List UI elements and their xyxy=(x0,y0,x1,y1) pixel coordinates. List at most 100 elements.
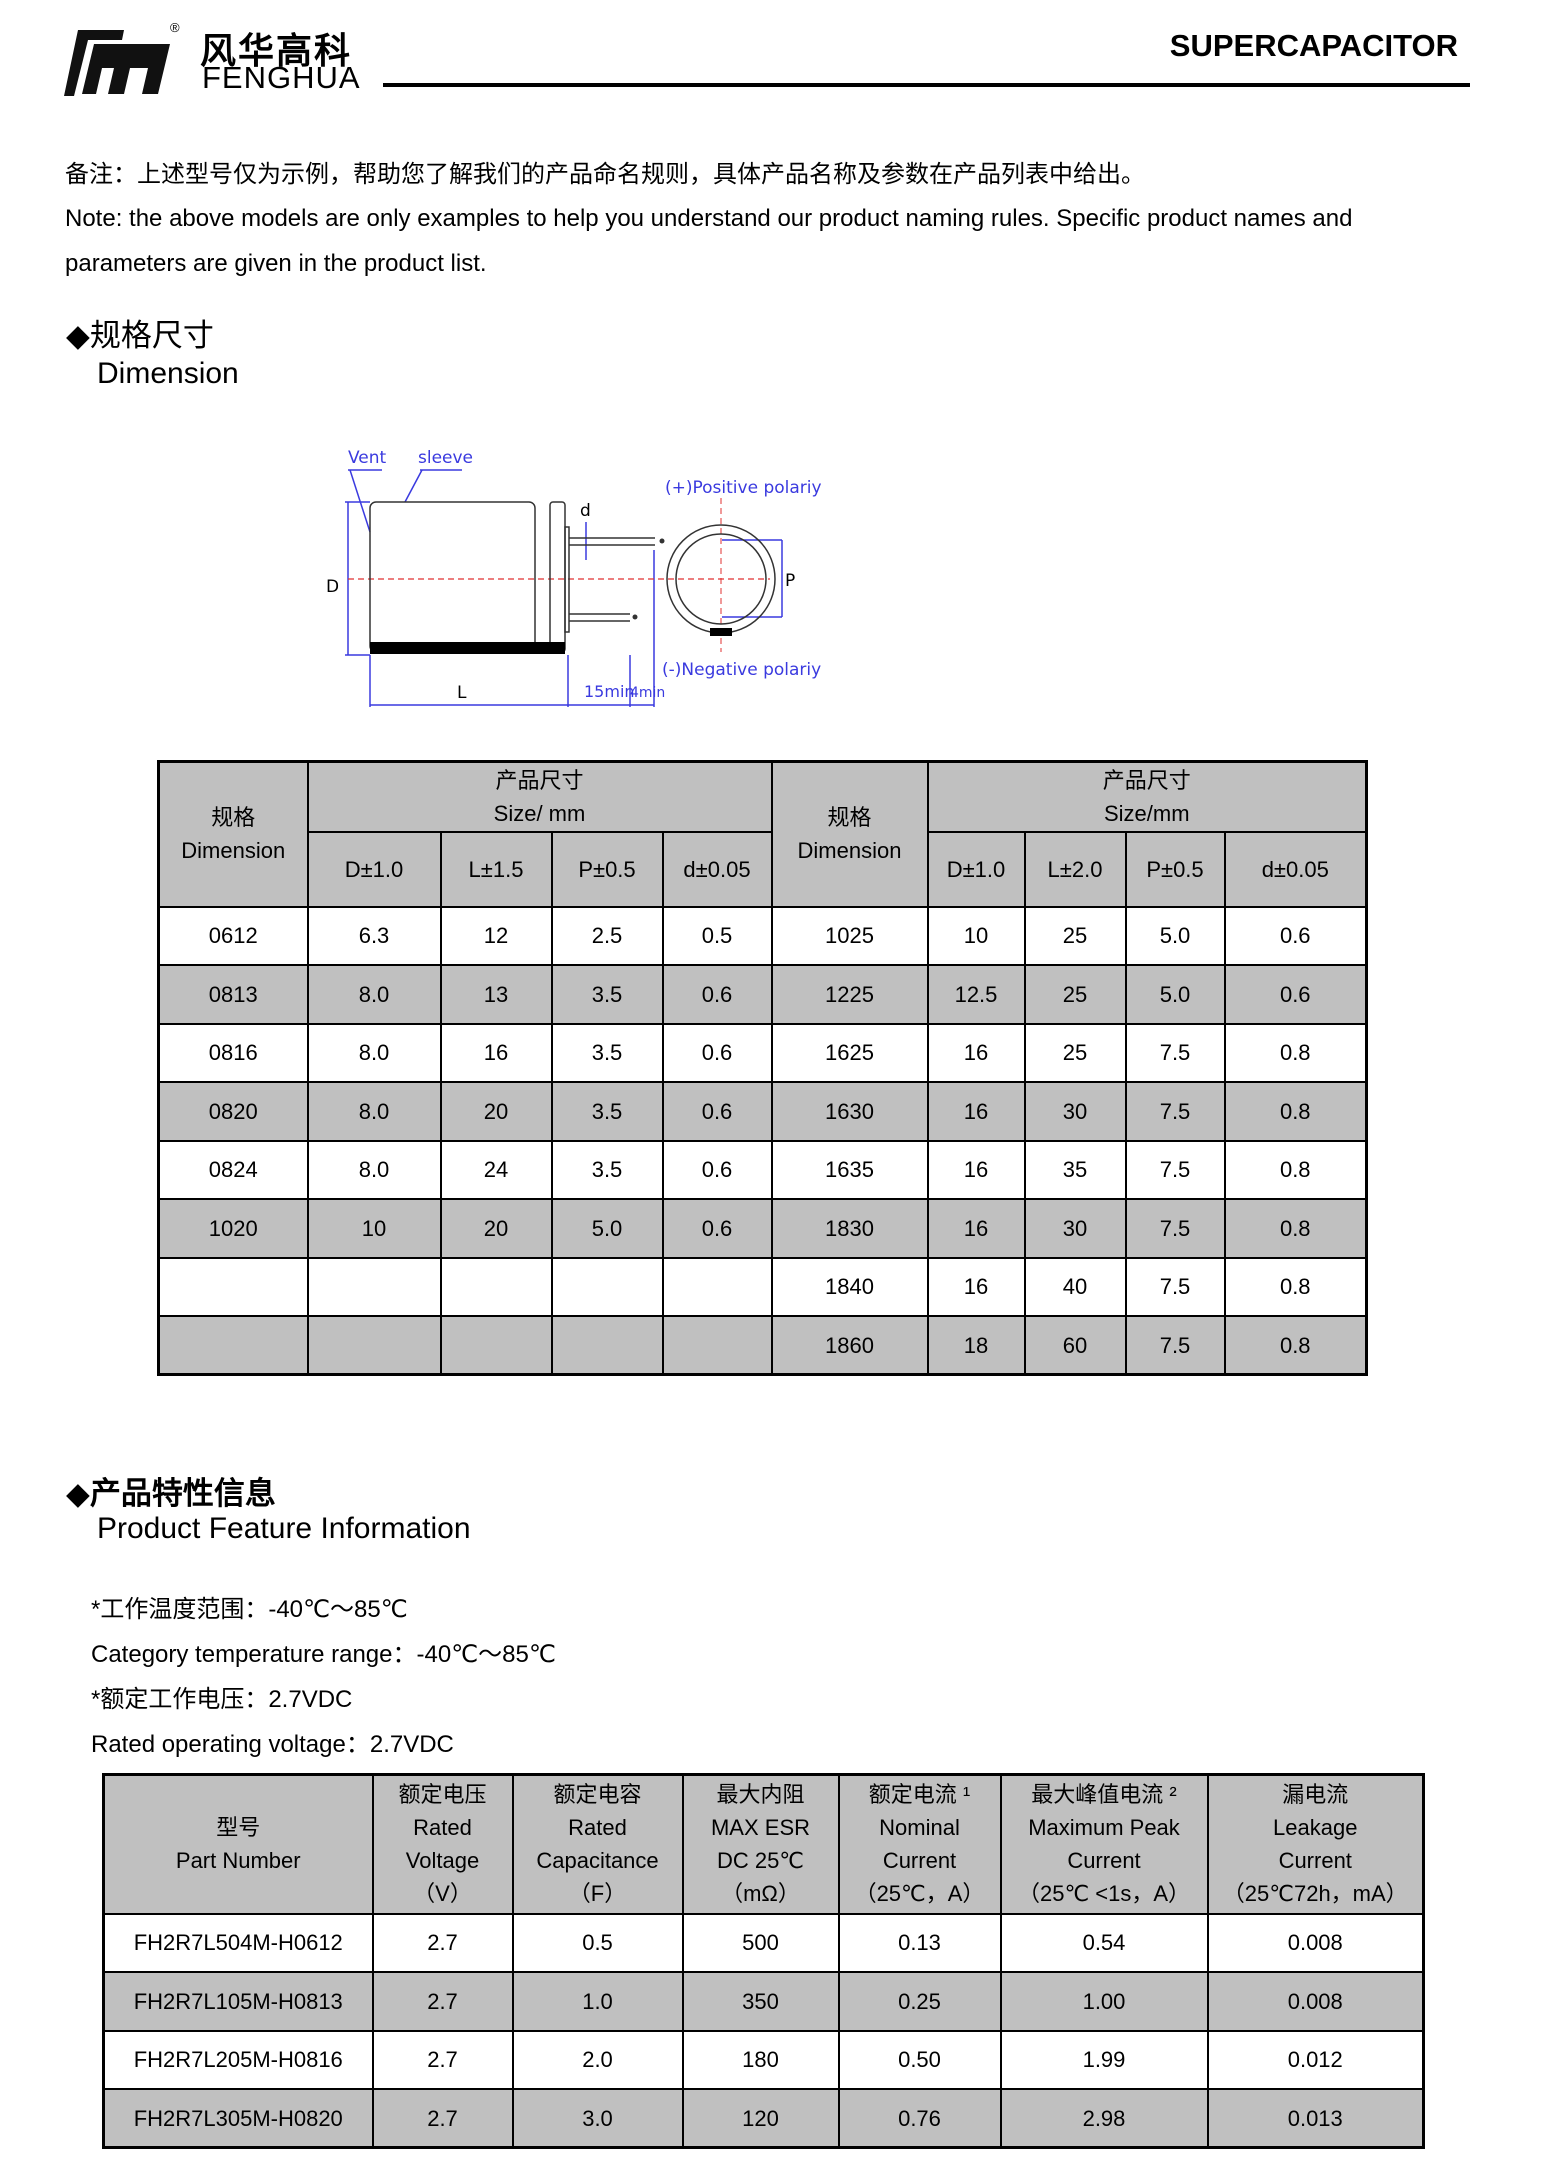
table-cell xyxy=(306,1256,442,1317)
note-en: Note: the above models are only examples… xyxy=(65,205,1353,277)
part-number-cell: FH2R7L205M-H0816 xyxy=(102,2029,374,2090)
col-header: D±1.0 xyxy=(926,830,1026,908)
table-cell: 120 xyxy=(681,2088,840,2149)
table-row: FH2R7L504M-H0612 2.7 0.5 500 0.13 0.54 0.008 xyxy=(102,1912,1425,1973)
table-cell: 500 xyxy=(681,1912,840,1973)
table-cell: 0.6 xyxy=(661,1022,773,1083)
table-cell: 2.7 xyxy=(371,2029,514,2090)
header-line: Rated xyxy=(568,1815,627,1841)
col-header: 最大峰值电流 ² Maximum Peak Current （25℃ <1s，A） xyxy=(999,1773,1209,1915)
table-cell: 0.013 xyxy=(1206,2088,1425,2149)
table-cell: 2.7 xyxy=(371,1912,514,1973)
table-cell: 2.7 xyxy=(371,2088,514,2149)
table-cell: 3.5 xyxy=(550,1081,664,1142)
label-4min: 4min xyxy=(630,685,665,701)
col-header: L±2.0 xyxy=(1023,830,1127,908)
table-cell: 2.0 xyxy=(511,2029,684,2090)
table-cell: 16 xyxy=(926,1198,1026,1259)
table-cell: 25 xyxy=(1023,1022,1127,1083)
label-D: D xyxy=(326,577,339,597)
col-header: 额定电压 Rated Voltage （V） xyxy=(371,1773,514,1915)
table-cell: 0.8 xyxy=(1223,1139,1368,1200)
table-cell: 1225 xyxy=(770,964,929,1025)
col-header: P±0.5 xyxy=(1124,830,1226,908)
col-header: 型号 Part Number xyxy=(102,1773,374,1915)
table-row: FH2R7L305M-H0820 2.7 3.0 120 0.76 2.98 0.013 xyxy=(102,2088,1425,2149)
table-cell: 10 xyxy=(306,1198,442,1259)
table-cell: 0.6 xyxy=(661,1198,773,1259)
table-cell: 0.8 xyxy=(1223,1256,1368,1317)
table-cell: 12 xyxy=(439,905,553,966)
table-cell: 24 xyxy=(439,1139,553,1200)
label-sleeve: sleeve xyxy=(418,448,473,468)
header-line: （mΩ） xyxy=(721,1881,800,1907)
part-number-cell: FH2R7L305M-H0820 xyxy=(102,2088,374,2149)
note-cn: 备注：上述型号仅为示例，帮助您了解我们的产品命名规则，具体产品名称及参数在产品列… xyxy=(65,161,1145,188)
col-header: 额定电流 ¹ Nominal Current （25℃，A） xyxy=(837,1773,1002,1915)
feature-title-cn: 产品特性信息 xyxy=(89,1476,276,1511)
header-size-right: 产品尺寸 Size/mm xyxy=(926,760,1368,833)
table-cell: 0.6 xyxy=(661,1139,773,1200)
table-cell: 0.8 xyxy=(1223,1198,1368,1259)
table-cell: 7.5 xyxy=(1124,1256,1226,1317)
header-line: （25℃ <1s，A） xyxy=(1017,1881,1191,1907)
table-cell: 0.5 xyxy=(511,1912,684,1973)
table-cell: 7.5 xyxy=(1124,1081,1226,1142)
table-cell: 1.99 xyxy=(999,2029,1209,2090)
table-row: 1020 10 20 5.0 0.6 1830 16 30 7.5 0.8 xyxy=(157,1198,1368,1259)
header-line: Capacitance xyxy=(536,1848,659,1874)
logo-english: FENGHUA xyxy=(202,60,361,95)
col-header: L±1.5 xyxy=(439,830,553,908)
col-header: 额定电容 Rated Capacitance （F） xyxy=(511,1773,684,1915)
table-cell: 20 xyxy=(439,1081,553,1142)
table-cell: 0.6 xyxy=(661,964,773,1025)
table-cell: 7.5 xyxy=(1124,1139,1226,1200)
table-cell: 180 xyxy=(681,2029,840,2090)
table-cell: 0813 xyxy=(157,964,309,1025)
table-row: 0612 6.3 12 2.5 0.5 1025 10 25 5.0 0.6 xyxy=(157,905,1368,966)
header-size-left: 产品尺寸 Size/ mm xyxy=(306,760,773,833)
col-header: 最大内阻 MAX ESR DC 25℃ （mΩ） xyxy=(681,1773,840,1915)
table-cell: 0.008 xyxy=(1206,1971,1425,2032)
table-cell: 12.5 xyxy=(926,964,1026,1025)
table-row: 0820 8.0 20 3.5 0.6 1630 16 30 7.5 0.8 xyxy=(157,1081,1368,1142)
table-cell: 40 xyxy=(1023,1256,1127,1317)
label-positive: (+)Positive polariy xyxy=(665,478,822,498)
table-cell: 2.5 xyxy=(550,905,664,966)
table-cell: 8.0 xyxy=(306,1022,442,1083)
table-row: FH2R7L205M-H0816 2.7 2.0 180 0.50 1.99 0.012 xyxy=(102,2029,1425,2090)
temp-range-en: Category temperature range：-40℃～85℃ xyxy=(91,1641,556,1668)
col-header: 漏电流 Leakage Current （25℃72h，mA） xyxy=(1206,1773,1425,1915)
table-row: 1860 18 60 7.5 0.8 xyxy=(157,1315,1368,1376)
label-vent: Vent xyxy=(348,448,387,468)
table-cell: 1020 xyxy=(157,1198,309,1259)
table-cell: 30 xyxy=(1023,1081,1127,1142)
col-header: d±0.05 xyxy=(1223,830,1368,908)
label-L: L xyxy=(457,683,467,703)
table-cell: 25 xyxy=(1023,905,1127,966)
table-cell: 0816 xyxy=(157,1022,309,1083)
header-line: DC 25℃ xyxy=(716,1848,805,1874)
header-line: 额定电容 xyxy=(553,1782,642,1808)
fenghua-logo-icon xyxy=(64,30,170,96)
header-line: （25℃72h，mA） xyxy=(1222,1881,1408,1907)
table-cell xyxy=(661,1315,773,1376)
table-cell: 16 xyxy=(439,1022,553,1083)
section-title-cn: 规格尺寸 xyxy=(89,318,214,353)
section-title-en: Dimension xyxy=(97,357,239,390)
table-cell: 25 xyxy=(1023,964,1127,1025)
table-cell: 350 xyxy=(681,1971,840,2032)
temp-range-cn: *工作温度范围：-40℃～85℃ xyxy=(91,1596,408,1623)
table-cell: 13 xyxy=(439,964,553,1025)
table-cell: 2.7 xyxy=(371,1971,514,2032)
table-cell xyxy=(439,1315,553,1376)
header-line: （F） xyxy=(568,1881,627,1907)
header-line: MAX ESR xyxy=(710,1815,811,1841)
voltage-cn: *额定工作电压：2.7VDC xyxy=(91,1686,353,1713)
table-cell: 0.76 xyxy=(837,2088,1002,2149)
table-cell: 3.0 xyxy=(511,2088,684,2149)
table-row: 0816 8.0 16 3.5 0.6 1625 16 25 7.5 0.8 xyxy=(157,1022,1368,1083)
table-cell: 7.5 xyxy=(1124,1198,1226,1259)
table-cell: 5.0 xyxy=(550,1198,664,1259)
